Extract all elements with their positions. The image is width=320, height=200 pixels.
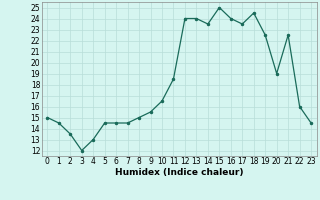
X-axis label: Humidex (Indice chaleur): Humidex (Indice chaleur) (115, 168, 244, 177)
